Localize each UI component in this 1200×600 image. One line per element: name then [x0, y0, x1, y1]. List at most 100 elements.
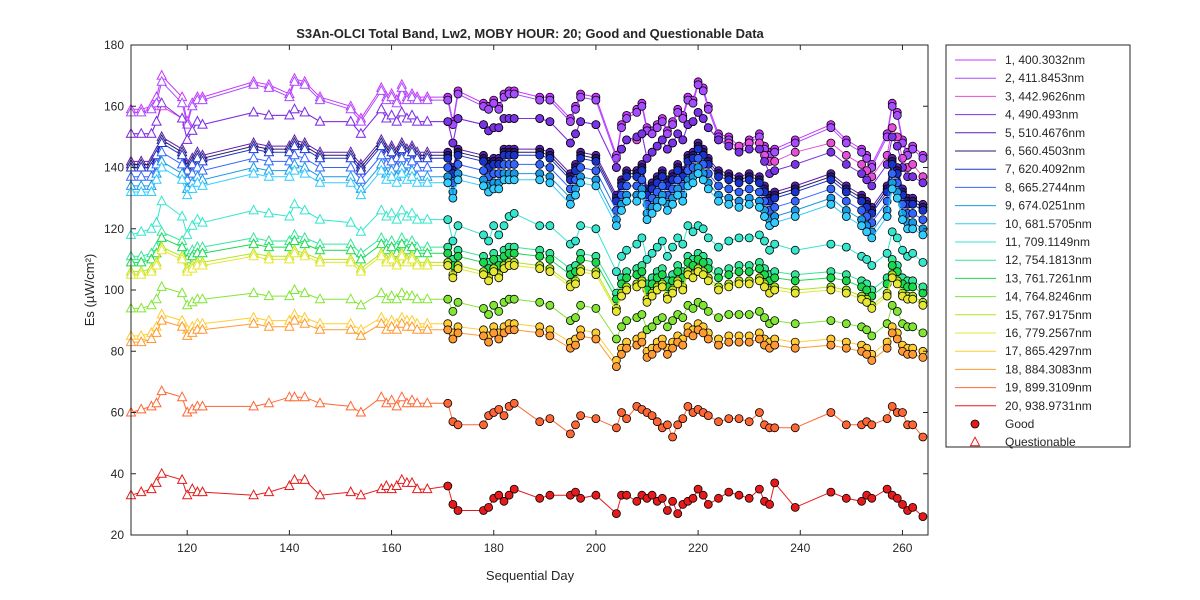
good-point — [887, 227, 897, 237]
good-point — [448, 499, 458, 509]
questionable-point — [421, 176, 433, 187]
questionable-point — [248, 250, 259, 261]
good-point — [887, 101, 897, 111]
good-point — [882, 343, 892, 353]
questionable-point — [314, 293, 326, 304]
good-point — [668, 496, 677, 506]
good-point — [571, 104, 580, 114]
good-point — [632, 108, 642, 117]
good-point — [714, 285, 723, 295]
questionable-point — [146, 265, 157, 276]
good-point — [724, 270, 734, 280]
good-point — [862, 285, 872, 295]
good-point — [647, 411, 657, 421]
good-point — [714, 196, 723, 206]
questionable-point — [411, 483, 423, 494]
good-point — [453, 297, 463, 307]
good-point — [652, 242, 662, 252]
questionable-point — [151, 259, 162, 270]
questionable-point — [406, 91, 418, 102]
good-point — [637, 166, 647, 176]
good-point — [887, 169, 897, 179]
good-point — [622, 490, 631, 500]
questionable-point — [289, 164, 300, 175]
good-point — [841, 187, 851, 197]
questionable-point — [192, 115, 203, 126]
legend-entry: 16, 779.2567nm — [1005, 326, 1092, 340]
questionable-point — [406, 109, 418, 120]
legend-entry: 15, 767.9175nm — [1005, 308, 1092, 322]
good-point — [826, 147, 836, 157]
good-point — [637, 101, 647, 111]
questionable-point — [421, 397, 433, 408]
y-tick-label: 80 — [111, 344, 125, 358]
questionable-point — [299, 106, 311, 117]
series-17 — [125, 308, 928, 365]
good-point — [443, 248, 453, 258]
good-point — [489, 328, 499, 338]
good-point — [663, 129, 672, 139]
questionable-point — [248, 287, 259, 298]
questionable-point — [197, 216, 208, 227]
good-point — [744, 417, 754, 427]
questionable-point — [421, 213, 433, 224]
good-point — [898, 215, 907, 225]
questionable-point — [411, 323, 423, 334]
good-point — [443, 325, 453, 335]
good-point — [857, 205, 866, 215]
legend-questionable-marker — [969, 436, 981, 447]
questionable-point — [146, 332, 157, 343]
questionable-point — [176, 320, 188, 331]
good-point — [479, 181, 488, 191]
good-point — [494, 123, 504, 133]
questionable-point — [151, 326, 162, 337]
good-point — [765, 499, 774, 509]
questionable-point — [186, 182, 198, 193]
questionable-point — [299, 250, 311, 261]
good-point — [918, 512, 928, 521]
legend-entry: 9, 674.0251nm — [1005, 199, 1085, 213]
good-point — [673, 129, 683, 139]
questionable-point — [176, 112, 188, 123]
questionable-point — [176, 97, 188, 108]
x-tick-label: 260 — [892, 541, 912, 555]
good-point — [612, 306, 621, 316]
questionable-point — [248, 78, 259, 89]
questionable-point — [156, 97, 168, 108]
good-point — [841, 159, 851, 169]
good-point — [637, 337, 647, 347]
good-point — [571, 129, 580, 139]
good-point — [714, 172, 723, 182]
good-point — [744, 144, 754, 154]
good-point — [790, 343, 800, 353]
good-point — [668, 316, 677, 326]
good-point — [770, 156, 780, 166]
good-point — [663, 349, 672, 359]
good-point — [744, 233, 754, 243]
good-point — [892, 111, 902, 120]
good-point — [734, 337, 744, 347]
x-tick-label: 120 — [177, 541, 197, 555]
good-point — [663, 294, 672, 304]
good-point — [826, 184, 836, 194]
questionable-point — [135, 486, 147, 497]
good-point — [760, 236, 769, 246]
good-point — [489, 300, 499, 310]
good-point — [790, 187, 800, 197]
good-point — [576, 254, 585, 264]
good-point — [668, 432, 677, 442]
good-point — [637, 190, 647, 200]
series-18 — [125, 314, 928, 372]
good-point — [908, 144, 918, 154]
good-point — [703, 233, 713, 243]
good-point — [576, 331, 585, 341]
good-point — [760, 282, 769, 292]
good-point — [862, 153, 872, 163]
questionable-point — [345, 486, 357, 497]
good-point — [770, 239, 780, 249]
good-point — [698, 490, 708, 500]
questionable-point — [386, 207, 397, 218]
questionable-point — [176, 210, 188, 221]
good-point — [744, 493, 754, 503]
good-point — [698, 328, 708, 338]
